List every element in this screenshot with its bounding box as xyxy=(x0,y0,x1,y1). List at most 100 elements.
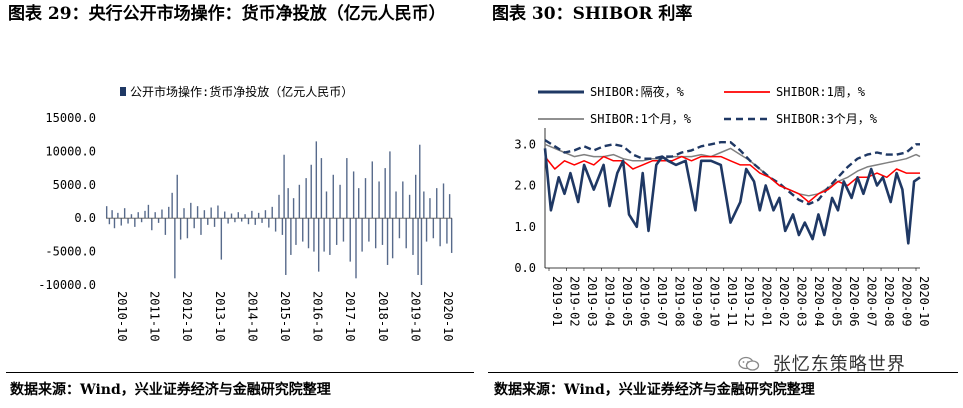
bar xyxy=(335,218,338,245)
bar xyxy=(186,218,189,239)
series-line xyxy=(544,155,920,203)
x-tick-label: 2020-08 xyxy=(882,276,896,327)
y-tick-label: 15000.0 xyxy=(45,111,96,125)
right-chart-title: 图表 30：SHIBOR 利率 xyxy=(492,4,693,24)
bar xyxy=(290,218,292,255)
bar xyxy=(374,218,377,249)
legend-label: SHIBOR:3个月，% xyxy=(776,112,878,126)
bar xyxy=(292,198,295,219)
bar xyxy=(183,208,185,219)
bar xyxy=(408,194,411,219)
bar xyxy=(247,218,250,225)
left-chart-title: 图表 29：央行公开市场操作：货币净投放（亿元人民币） xyxy=(8,4,446,24)
bar xyxy=(368,218,370,242)
bar xyxy=(196,206,199,219)
bar xyxy=(325,191,328,219)
bar xyxy=(436,188,438,219)
legend-label: SHIBOR:1个月，% xyxy=(590,112,692,126)
bar xyxy=(398,218,401,239)
bar xyxy=(213,218,216,227)
bar xyxy=(207,218,209,225)
bar xyxy=(261,218,263,223)
bar xyxy=(315,141,318,219)
bar xyxy=(157,218,160,223)
bar xyxy=(217,205,219,219)
x-tick-label: 2016-10 xyxy=(311,291,325,342)
bar xyxy=(446,218,448,244)
bar xyxy=(420,218,423,285)
bar xyxy=(349,218,351,262)
legend-label: SHIBOR:隔夜，% xyxy=(590,84,685,99)
x-tick-label: 2019-08 xyxy=(672,276,686,327)
bar xyxy=(140,218,143,223)
bar xyxy=(389,151,391,219)
bar xyxy=(168,206,170,219)
bar xyxy=(179,218,182,240)
bar xyxy=(371,161,373,219)
x-tick-label: 2015-10 xyxy=(278,291,292,342)
bar xyxy=(384,168,386,219)
bar xyxy=(113,218,116,229)
bar xyxy=(171,192,173,219)
bar xyxy=(227,218,229,224)
right-source-note: 数据来源：Wind，兴业证券经济与金融研究院整理 xyxy=(494,382,815,398)
x-tick-label: 2020-10 xyxy=(441,291,455,342)
bar xyxy=(134,218,136,227)
bar xyxy=(240,218,243,222)
bar xyxy=(254,218,256,225)
bar xyxy=(402,181,404,219)
y-tick-label: 2.0 xyxy=(514,179,536,193)
bar xyxy=(278,194,280,219)
x-tick-label: 2020-02 xyxy=(777,276,791,327)
series-line xyxy=(544,143,921,197)
bar xyxy=(395,191,397,219)
bar xyxy=(120,218,122,226)
y-tick-label: -10000.0 xyxy=(38,278,96,292)
series-line xyxy=(544,139,920,206)
y-tick-label: -5000.0 xyxy=(45,245,96,259)
bar xyxy=(147,204,150,219)
x-tick-label: 2019-03 xyxy=(585,276,599,327)
x-tick-label: 2020-09 xyxy=(900,276,914,327)
bar xyxy=(144,210,146,219)
x-tick-label: 2018-10 xyxy=(376,291,390,342)
bar xyxy=(391,218,394,259)
bar xyxy=(244,214,246,219)
bar xyxy=(281,218,284,235)
bar xyxy=(268,218,270,228)
x-tick-label: 2020-05 xyxy=(830,276,844,327)
bar xyxy=(264,210,267,219)
bar xyxy=(251,210,253,219)
bar xyxy=(355,218,357,279)
left-divider xyxy=(6,372,474,373)
wechat-icon xyxy=(738,356,760,371)
watermark: 张忆东策略世界 xyxy=(738,350,906,376)
y-tick-label: 1.0 xyxy=(514,220,536,234)
bar xyxy=(285,218,287,275)
bar xyxy=(105,206,108,219)
bar xyxy=(203,210,206,219)
bar xyxy=(310,164,312,219)
bar xyxy=(161,209,163,219)
bar xyxy=(305,178,307,219)
bar xyxy=(193,218,195,229)
bar xyxy=(176,174,178,219)
x-tick-label: 2012-10 xyxy=(180,291,194,342)
bar xyxy=(317,218,320,272)
y-tick-label: 3.0 xyxy=(514,137,536,151)
bar xyxy=(429,198,431,219)
bar xyxy=(442,183,445,219)
left-source-note: 数据来源：Wind，兴业证券经济与金融研究院整理 xyxy=(10,382,331,398)
bar xyxy=(302,218,304,242)
bar xyxy=(425,218,428,242)
bar xyxy=(307,218,310,249)
bar xyxy=(237,212,239,219)
bar xyxy=(352,171,355,219)
bar xyxy=(405,218,407,249)
watermark-text: 张忆东策略世界 xyxy=(772,354,906,375)
x-tick-label: 2019-10 xyxy=(408,291,422,342)
y-tick-label: 0.0 xyxy=(74,211,96,225)
x-tick-label: 2020-07 xyxy=(865,276,879,327)
bar xyxy=(220,218,223,260)
bar xyxy=(130,214,133,219)
